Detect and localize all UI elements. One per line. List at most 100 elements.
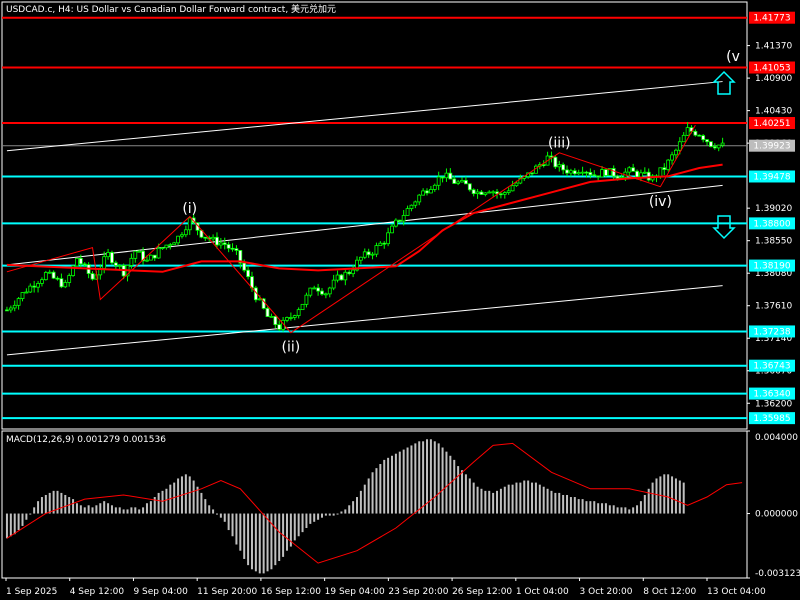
macd-bar [196, 486, 199, 514]
macd-bar [647, 488, 650, 514]
candle-body [397, 219, 402, 222]
macd-bar [138, 509, 141, 514]
candle-body [611, 168, 616, 177]
candle-body [20, 292, 25, 299]
macd-bar [72, 499, 75, 514]
candle-body [331, 279, 336, 289]
candle-body [168, 244, 173, 247]
macd-bar [496, 490, 499, 514]
macd-bar [48, 492, 51, 514]
candle-body [269, 316, 274, 318]
candle-body [440, 176, 445, 179]
time-axis: 1 Sep 2025 4 Sep 12:00 9 Sep 04:00 11 Sep 2… [5, 578, 766, 597]
macd-bar [107, 503, 110, 514]
candle-body [285, 317, 289, 321]
wave-label: (iv) [649, 194, 672, 210]
candle-body [327, 287, 332, 295]
candle-body [604, 169, 608, 176]
candle-body [288, 317, 293, 319]
macd-bar [608, 505, 611, 514]
macd-bar [531, 482, 534, 514]
candle-body [117, 265, 122, 267]
candle-body [432, 184, 437, 190]
time-tick-label: 11 Sep 20:00 [197, 587, 257, 597]
macd-bar [480, 488, 483, 514]
candle-body [646, 171, 651, 181]
candle-body [51, 271, 56, 279]
wave-label: (i) [182, 201, 197, 217]
candle-body [386, 232, 391, 245]
candle-body [277, 324, 282, 330]
candle-body [491, 191, 496, 194]
macd-bar [429, 439, 432, 514]
candle-body [106, 252, 110, 258]
candle-body [627, 167, 632, 173]
candle-body [234, 248, 239, 251]
macd-bar [453, 459, 456, 514]
macd-bar [601, 503, 604, 514]
candle-body [405, 208, 410, 216]
price-tick-label: 1.37140 [755, 334, 792, 344]
time-tick-label: 1 Oct 04:00 [516, 587, 569, 597]
macd-bar [52, 490, 55, 514]
macd-bar [499, 488, 502, 514]
price-tick-label: 1.39020 [755, 204, 792, 214]
candle-body [242, 262, 247, 271]
candle-body [141, 250, 145, 262]
price-tick-label: 1.38080 [755, 269, 792, 279]
macd-bar [332, 513, 335, 516]
macd-bar [422, 441, 425, 514]
macd-bar [258, 513, 261, 574]
candle-body [156, 247, 161, 259]
candle-body [71, 265, 75, 276]
price-tick-label: 1.41370 [755, 42, 792, 52]
macd-bar [597, 503, 600, 514]
direction-arrows [712, 70, 736, 240]
candle-body [55, 277, 60, 280]
candle-body [265, 307, 270, 317]
candle-body [113, 262, 118, 266]
candle-body [401, 215, 406, 222]
candle-body [47, 271, 52, 274]
candle-body [681, 134, 686, 143]
candle-body [607, 168, 612, 176]
candle-body [16, 298, 21, 306]
macd-bar [91, 507, 94, 514]
candle-body [351, 269, 356, 275]
macd-bar [25, 513, 28, 520]
macd-bar [243, 513, 246, 559]
macd-histogram [5, 439, 685, 574]
candle-body [358, 256, 363, 261]
candle-body [662, 167, 667, 170]
macd-bar [667, 474, 670, 514]
macd-bar [663, 474, 666, 514]
macd-bar [523, 480, 526, 514]
macd-bar [507, 484, 510, 514]
candle-body [339, 274, 344, 281]
macd-bar [278, 513, 281, 562]
macd-bar [406, 447, 409, 514]
candle-body [471, 189, 476, 195]
macd-bar [589, 501, 592, 514]
macd-bar [13, 513, 16, 535]
macd-bar [99, 503, 102, 514]
time-tick-label: 16 Sep 12:00 [261, 587, 321, 597]
macd-bar [134, 507, 137, 514]
macd-bar [426, 439, 429, 514]
macd-bar [352, 501, 355, 514]
candle-body [180, 234, 184, 237]
candle-body [160, 247, 165, 250]
macd-bar [21, 513, 24, 526]
candle-body [514, 182, 519, 187]
candle-body [148, 254, 153, 261]
candle-body [36, 283, 40, 288]
macd-bar [379, 464, 382, 514]
candle-body [110, 252, 114, 264]
price-tick-label: 1.40900 [755, 74, 792, 84]
macd-bar [340, 511, 343, 514]
macd-bar [348, 505, 351, 514]
candle-body [436, 176, 441, 186]
macd-bar [250, 513, 253, 570]
